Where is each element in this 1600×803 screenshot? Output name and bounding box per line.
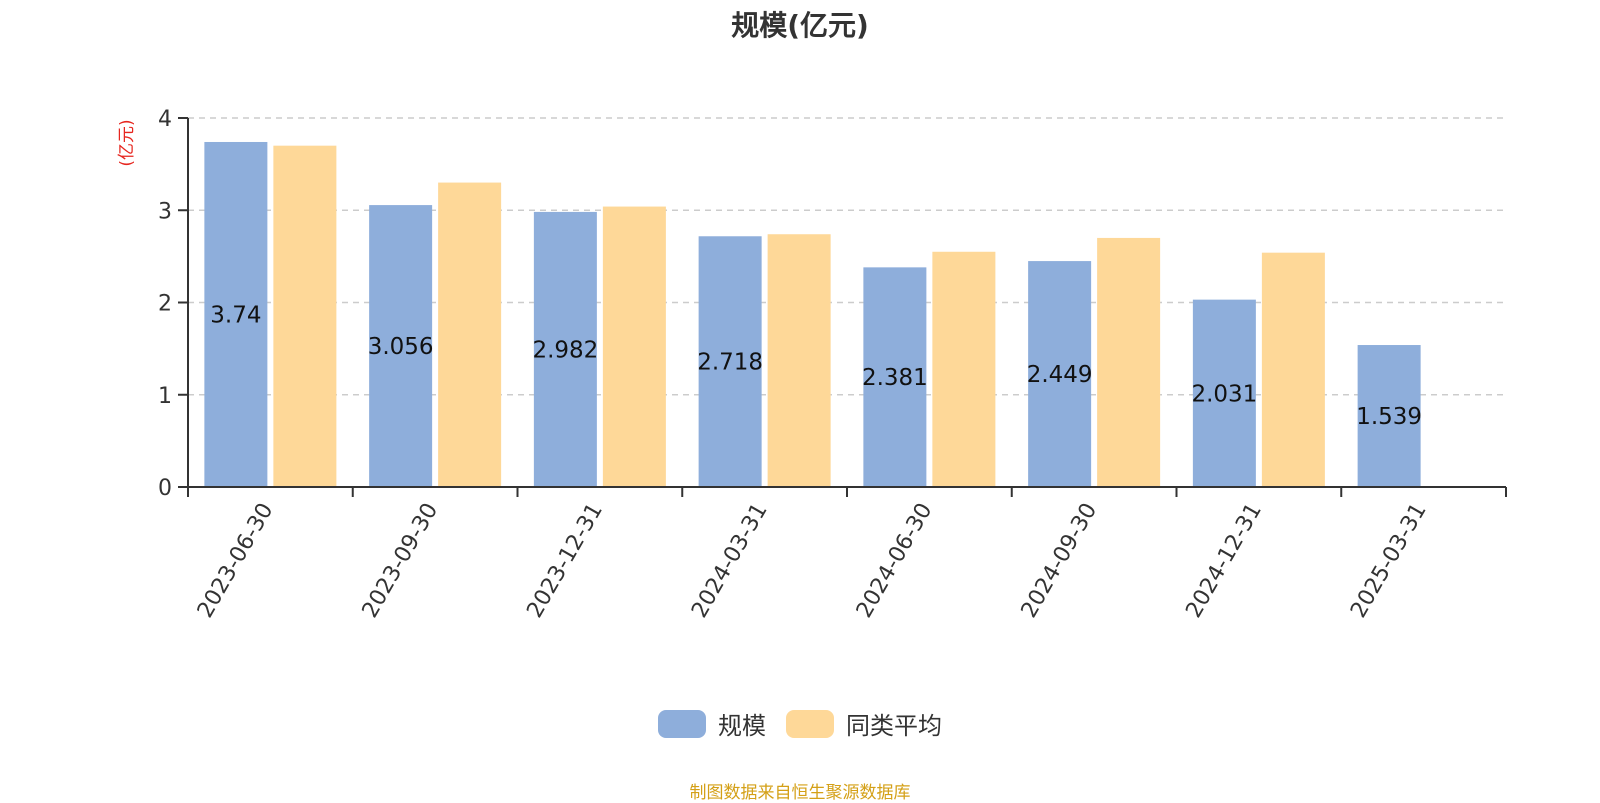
bar-series-1[interactable] [1357, 345, 1421, 487]
data-label: 2.718 [697, 350, 763, 376]
legend-label-series-2: 同类平均 [846, 712, 942, 740]
bar-series-1[interactable] [863, 267, 927, 487]
x-tick-label: 2023-12-31 [522, 499, 608, 622]
x-tick-label: 2024-09-30 [1017, 499, 1103, 622]
y-axis-unit-label: (亿元) [117, 119, 137, 166]
bar-series-2[interactable] [932, 251, 996, 487]
x-tick-label: 2023-06-30 [193, 499, 279, 622]
bar-series-1[interactable] [1028, 261, 1092, 487]
data-label: 1.539 [1356, 404, 1422, 430]
bar-series-2[interactable] [1097, 237, 1161, 487]
x-tick-label: 2024-03-31 [687, 499, 773, 622]
bar-series-1[interactable] [369, 205, 433, 488]
data-label: 2.449 [1027, 362, 1093, 388]
bar-series-2[interactable] [767, 234, 831, 487]
x-tick-label: 2023-09-30 [358, 499, 444, 622]
x-tick-label: 2024-06-30 [852, 499, 938, 622]
bars [204, 141, 1421, 488]
chart-title: 规模(亿元) [731, 9, 869, 42]
bar-series-1[interactable] [204, 141, 268, 488]
y-tick-label: 2 [158, 292, 172, 317]
y-tick-label: 3 [158, 199, 172, 224]
data-label: 2.381 [862, 365, 928, 391]
bar-series-1[interactable] [698, 236, 762, 487]
data-label: 2.982 [532, 337, 598, 363]
legend-label-series-1: 规模 [718, 712, 766, 740]
bar-series-1[interactable] [533, 211, 597, 487]
bar-series-2[interactable] [273, 145, 337, 488]
bar-series-2[interactable] [602, 206, 666, 487]
source-note: 制图数据来自恒生聚源数据库 [689, 783, 911, 803]
y-tick-label: 1 [158, 384, 172, 409]
legend: 规模 同类平均 [0, 706, 1600, 741]
data-label: 3.056 [368, 334, 434, 360]
data-label: 3.74 [210, 302, 261, 328]
legend-item-series-2[interactable]: 同类平均 [786, 706, 942, 741]
legend-swatch-series-2 [786, 709, 834, 738]
y-tick-label: 0 [158, 476, 172, 501]
x-tick-label: 2024-12-31 [1181, 499, 1267, 622]
legend-swatch-series-1 [658, 709, 706, 738]
bar-series-2[interactable] [1261, 252, 1325, 487]
bar-series-1[interactable] [1192, 299, 1256, 487]
data-label: 2.031 [1191, 381, 1257, 407]
legend-item-series-1[interactable]: 规模 [658, 706, 766, 741]
axes [178, 117, 1507, 497]
bar-series-2[interactable] [438, 182, 502, 487]
y-tick-label: 4 [158, 107, 172, 132]
x-tick-label: 2025-03-31 [1346, 499, 1432, 622]
